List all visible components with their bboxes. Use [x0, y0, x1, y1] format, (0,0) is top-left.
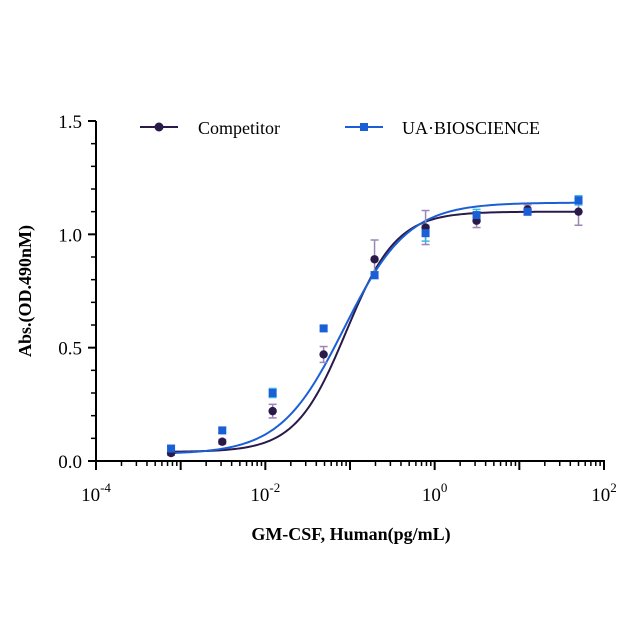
chart-axes	[88, 120, 605, 470]
error-bars	[167, 195, 583, 457]
legend: Competitor UA·BIOSCIENCE	[140, 118, 540, 138]
legend-item-ua-bioscience: UA·BIOSCIENCE	[345, 118, 540, 138]
data-point-ua-bioscience	[167, 444, 176, 453]
legend-label-ua-bioscience: UA·BIOSCIENCE	[402, 118, 540, 138]
legend-item-competitor: Competitor	[140, 118, 280, 138]
data-point-ua-bioscience	[574, 196, 583, 205]
legend-marker-competitor	[154, 122, 164, 132]
data-point-ua-bioscience	[319, 324, 328, 333]
legend-label-competitor: Competitor	[198, 118, 280, 138]
x-tick-label: 102	[591, 480, 617, 506]
x-tick-label: 10-4	[81, 480, 111, 506]
data-point-ua-bioscience	[523, 207, 532, 216]
y-axis-title: Abs.(OD.490nM)	[15, 225, 36, 357]
data-point-ua-bioscience	[370, 271, 379, 280]
data-point-competitor	[574, 207, 583, 216]
data-point-ua-bioscience	[218, 426, 227, 435]
tick-labels: 0.0 0.5 1.0 1.5 10-4 10-2 100 102	[58, 112, 617, 506]
y-tick-label: 1.0	[58, 225, 82, 246]
x-tick-label: 100	[422, 480, 448, 506]
y-tick-label: 1.5	[58, 112, 82, 133]
data-point-ua-bioscience	[421, 229, 430, 238]
y-tick-label: 0.0	[58, 452, 82, 473]
data-point-ua-bioscience	[472, 211, 481, 220]
legend-marker-ua-bioscience	[360, 123, 368, 131]
data-point-ua-bioscience	[268, 389, 277, 397]
data-point-competitor	[370, 255, 379, 264]
data-point-competitor	[218, 437, 227, 446]
data-points	[166, 196, 583, 458]
data-point-competitor	[268, 406, 277, 416]
x-tick-label: 10-2	[250, 480, 280, 506]
data-point-competitor	[319, 350, 328, 359]
x-axis-title: GM-CSF, Human(pg/mL)	[251, 524, 450, 545]
y-tick-label: 0.5	[58, 339, 82, 360]
